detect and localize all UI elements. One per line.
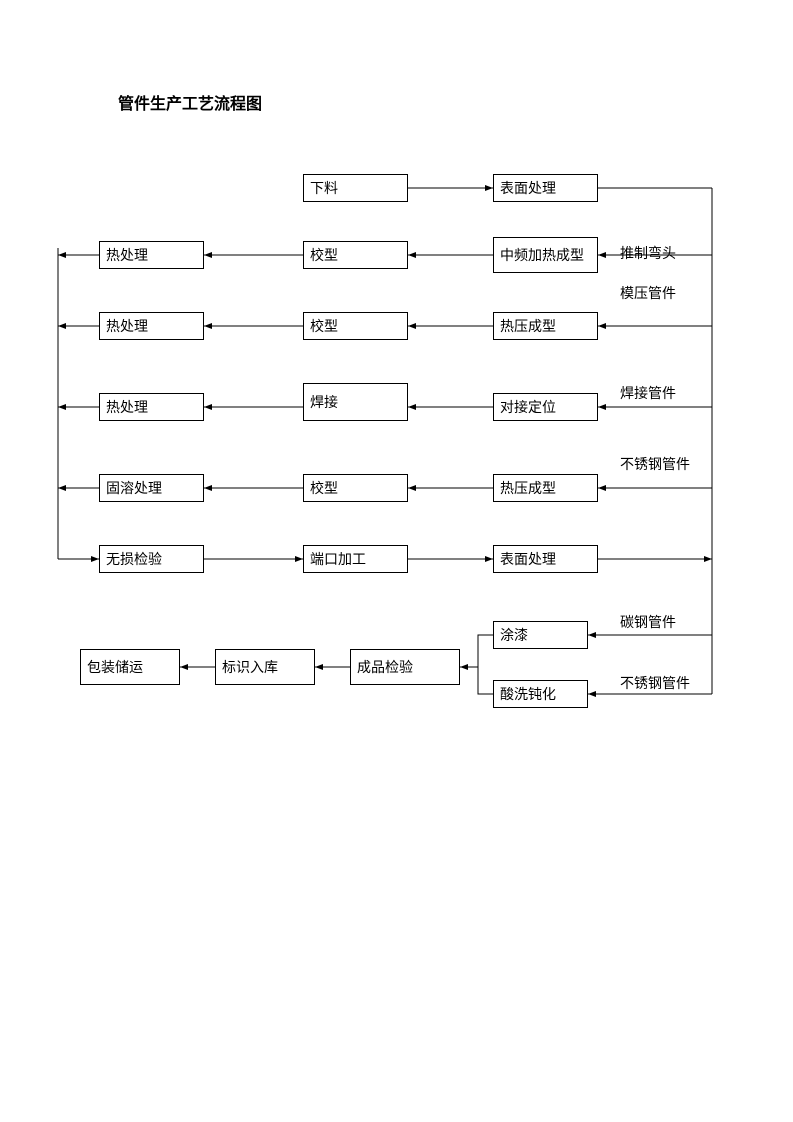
flow-node-n_reya2: 热压成型	[493, 474, 598, 502]
flow-node-n_zhongpin: 中频加热成型	[493, 237, 598, 273]
flow-node-n_jiaoxing3: 校型	[303, 474, 408, 502]
flow-node-n_jiaoxing1: 校型	[303, 241, 408, 269]
edge-28	[478, 667, 493, 694]
flow-node-n_biaomian2: 表面处理	[493, 545, 598, 573]
flow-node-n_reya1: 热压成型	[493, 312, 598, 340]
edge-27	[460, 635, 493, 667]
flow-node-n_wusun: 无损检验	[99, 545, 204, 573]
flow-node-n_tuqi: 涂漆	[493, 621, 588, 649]
flow-node-n_biaoshi: 标识入库	[215, 649, 315, 685]
flow-node-n_baozhuang: 包装储运	[80, 649, 180, 685]
branch-label-l_tangang: 碳钢管件	[620, 612, 676, 632]
flow-node-n_rechuli2: 热处理	[99, 312, 204, 340]
branch-label-l_moya: 模压管件	[620, 283, 676, 303]
flow-node-n_xialiao: 下料	[303, 174, 408, 202]
flow-node-n_suanxi: 酸洗钝化	[493, 680, 588, 708]
branch-label-l_tuizhi: 推制弯头	[620, 243, 676, 263]
flow-node-n_duankou: 端口加工	[303, 545, 408, 573]
diagram-title: 管件生产工艺流程图	[118, 90, 262, 114]
flow-node-n_jiaoxing2: 校型	[303, 312, 408, 340]
flow-node-n_gurong: 固溶处理	[99, 474, 204, 502]
flow-node-n_rechuli3: 热处理	[99, 393, 204, 421]
branch-label-l_buxiu2: 不锈钢管件	[620, 673, 690, 693]
flow-node-n_rechuli1: 热处理	[99, 241, 204, 269]
branch-label-l_buxiu1: 不锈钢管件	[620, 454, 690, 474]
flow-node-n_biaomian1: 表面处理	[493, 174, 598, 202]
flow-node-n_chengpin: 成品检验	[350, 649, 460, 685]
flow-node-n_duijie: 对接定位	[493, 393, 598, 421]
flow-node-n_hanjie: 焊接	[303, 383, 408, 421]
branch-label-l_hanjie: 焊接管件	[620, 383, 676, 403]
